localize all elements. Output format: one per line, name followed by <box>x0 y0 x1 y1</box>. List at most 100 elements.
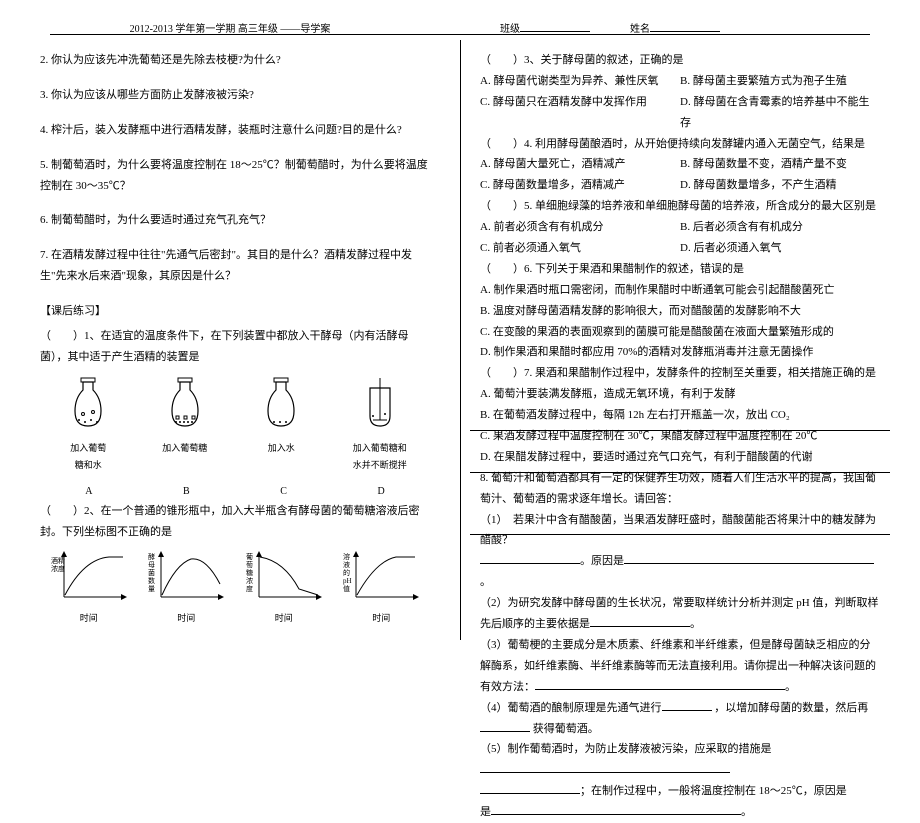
r-q3-stem: （ ）3、关于酵母菌的叙述，正确的是 <box>480 50 880 71</box>
r-q3-D: D. 酵母菌在含青霉素的培养基中不能生存 <box>680 92 880 134</box>
graph-D-icon: 溶液的pH值 <box>341 549 421 604</box>
left-column: 2. 你认为应该先冲洗葡萄还是先除去枝梗?为什么? 3. 你认为应该从哪些方面防… <box>0 40 460 640</box>
r-q8-2: （2）为研究发酵中酵母菌的生长状况，常要取样统计分析并测定 pH 值，判断取样先… <box>480 593 880 635</box>
svg-text:度: 度 <box>246 584 253 593</box>
flask-option-labels: A B C D <box>40 482 430 501</box>
r-q5-C: C. 前者必须通入氧气 <box>480 238 680 259</box>
flask-C-caption: 加入水 <box>256 440 306 457</box>
graph-A-ylabel: 酒精 <box>51 556 65 565</box>
section-title: 【课后练习】 <box>40 301 430 322</box>
graph-D: 溶液的pH值 时间 <box>336 549 426 627</box>
r-q8-3: （3）葡萄梗的主要成分是木质素、纤维素和半纤维素，但是酵母菌缺乏相应的分解酶系，… <box>480 635 880 698</box>
r-q8-5c-line: 是。 <box>480 802 880 823</box>
r-q8-1: （1） 若果汁中含有醋酸菌，当果酒发酵旺盛时，醋酸菌能否将果汁中的糖发酵为醋酸？ <box>480 510 880 552</box>
header-right: 班级 姓名 <box>460 20 920 35</box>
r-q3-C: C. 酵母菌只在酒精发酵中发挥作用 <box>480 92 680 134</box>
r-q5-A: A. 前者必须含有有机成分 <box>480 217 680 238</box>
graph-B-icon: 酵母菌数量 <box>146 549 226 604</box>
r-q4-C: C. 酵母菌数量增多，酒精减产 <box>480 175 680 196</box>
svg-text:萄: 萄 <box>246 560 253 569</box>
page-header: 2012-2013 学年第一学期 高三年级 ——导学案 班级 姓名 <box>0 20 920 35</box>
r-q8-5b-line: ；在制作过程中，一般将温度控制在 18～25℃，原因是 <box>480 781 880 802</box>
r-q3-A: A. 酵母菌代谢类型为异养、兼性厌氧 <box>480 71 680 92</box>
svg-text:数: 数 <box>148 576 155 585</box>
r-q8-1a: （1） 若果汁中含有醋酸菌，当果酒发酵旺盛时，醋酸菌能否将果汁中的糖发酵为醋酸？ <box>480 514 876 547</box>
r-q4-B: B. 酵母菌数量不变，酒精产量不变 <box>680 154 880 175</box>
r-q7-D: D. 在果醋发酵过程中，要适时通过充气口充气，有利于醋酸菌的代谢 <box>480 447 880 468</box>
svg-text:量: 量 <box>148 585 155 593</box>
graph-A-icon: 酒精 浓度 <box>49 549 129 604</box>
r-q5-D: D. 后者必须通入氧气 <box>680 238 880 259</box>
question-6: 6. 制葡萄醋时，为什么要适时通过充气孔充气？ <box>40 210 430 231</box>
r-q8-5: （5）制作葡萄酒时，为防止发酵液被污染，应采取的措施是 <box>480 739 880 781</box>
graph-A-xlabel: 时间 <box>44 610 134 627</box>
svg-text:值: 值 <box>343 584 350 593</box>
r-q8-4b: ，以增加酵母菌的数量，然后再 <box>714 702 868 714</box>
opt-A: A <box>85 482 92 501</box>
question-5: 5. 制葡萄酒时，为什么要将温度控制在 18～25℃？制葡萄醋时，为什么要将温度… <box>40 155 430 197</box>
flask-D: 加入葡萄糖和 水并不断搅拌 <box>353 376 407 474</box>
r-q8-5a: （5）制作葡萄酒时，为防止发酵液被污染，应采取的措施是 <box>480 743 772 755</box>
r-q6-D: D. 制作果酒和果醋时都应用 70%的酒精对发酵瓶消毒并注意无菌操作 <box>480 342 880 363</box>
svg-text:菌: 菌 <box>148 568 155 577</box>
line-3 <box>470 534 890 535</box>
r-q8-4a: （4）葡萄酒的酿制原理是先通气进行 <box>480 702 662 714</box>
r-q7-stem: （ ）7. 果酒和果醋制作过程中，发酵条件的控制至关重要，相关措施正确的是 <box>480 363 880 384</box>
svg-text:浓: 浓 <box>246 576 253 585</box>
class-blank <box>520 22 590 32</box>
svg-text:液: 液 <box>343 560 350 569</box>
practice-1-stem: （ ）1、在适宜的温度条件下，在下列装置中都放入干酵母（内有活酵母菌），其中适于… <box>40 326 430 368</box>
flask-D-icon <box>355 376 405 434</box>
flask-C-icon <box>256 376 306 434</box>
opt-B: B <box>183 482 190 501</box>
page-body: 2. 你认为应该先冲洗葡萄还是先除去枝梗?为什么? 3. 你认为应该从哪些方面防… <box>0 40 920 640</box>
svg-text:葡: 葡 <box>246 552 253 561</box>
graph-row: 酒精 浓度 时间 酵母菌数量 时间 葡萄糖浓度 <box>40 549 430 627</box>
r-q5-stem: （ ）5. 单细胞绿藻的培养液和单细胞酵母菌的培养液，所含成分的最大区别是 <box>480 196 880 217</box>
line-2 <box>470 472 890 473</box>
flask-row: 加入葡萄 糖和水 加入葡萄糖 加入水 <box>40 376 430 474</box>
graph-C-icon: 葡萄糖浓度 <box>244 549 324 604</box>
svg-text:母: 母 <box>148 561 155 569</box>
line-1 <box>470 430 890 431</box>
r-q6-A: A. 制作果酒时瓶口需密闭，而制作果醋时中断通氧可能会引起醋酸菌死亡 <box>480 280 880 301</box>
question-7: 7. 在酒精发酵过程中往往"先通气后密封"。其目的是什么？酒精发酵过程中发生"先… <box>40 245 430 287</box>
r-q6-C: C. 在变酸的果酒的表面观察到的菌膜可能是醋酸菌在液面大量繁殖形成的 <box>480 322 880 343</box>
flask-B-caption: 加入葡萄糖 <box>160 440 210 457</box>
r-q8-5b: ；在制作过程中，一般将温度控制在 18～25℃，原因是 <box>580 785 847 797</box>
opt-C: C <box>280 482 287 501</box>
practice-2-stem: （ ）2、在一个普通的锥形瓶中，加入大半瓶含有酵母菌的葡萄糖溶液后密封。下列坐标… <box>40 501 430 543</box>
question-2: 2. 你认为应该先冲洗葡萄还是先除去枝梗?为什么? <box>40 50 430 71</box>
r-q8-1b-line: 。原因是。 <box>480 551 880 593</box>
r-q8-4c: 获得葡萄酒。 <box>533 723 599 735</box>
r-q4-A: A. 酵母菌大量死亡，酒精减产 <box>480 154 680 175</box>
r-q6-B: B. 温度对酵母菌酒精发酵的影响很大，而对醋酸菌的发酵影响不大 <box>480 301 880 322</box>
svg-text:糖: 糖 <box>246 568 253 577</box>
graph-C: 葡萄糖浓度 时间 <box>239 549 329 627</box>
name-blank <box>650 22 720 32</box>
flask-B: 加入葡萄糖 <box>160 376 210 474</box>
flask-B-icon <box>160 376 210 434</box>
graph-B-xlabel: 时间 <box>141 610 231 627</box>
r-q8-1b: 。原因是 <box>580 555 624 567</box>
flask-A: 加入葡萄 糖和水 <box>63 376 113 474</box>
svg-text:的: 的 <box>343 568 350 577</box>
r-q3-B: B. 酵母菌主要繁殖方式为孢子生殖 <box>680 71 880 92</box>
flask-A-caption: 加入葡萄 糖和水 <box>63 440 113 474</box>
right-column: （ ）3、关于酵母菌的叙述，正确的是 A. 酵母菌代谢类型为异养、兼性厌氧B. … <box>460 40 920 640</box>
r-q7-B: B. 在葡萄酒发酵过程中，每隔 12h 左右打开瓶盖一次，放出 CO₂ <box>480 405 880 426</box>
r-q6-stem: （ ）6. 下列关于果酒和果醋制作的叙述，错误的是 <box>480 259 880 280</box>
graph-D-xlabel: 时间 <box>336 610 426 627</box>
graph-C-xlabel: 时间 <box>239 610 329 627</box>
svg-text:pH: pH <box>343 577 352 585</box>
r-q5-B: B. 后者必须含有有机成分 <box>680 217 880 238</box>
flask-D-caption: 加入葡萄糖和 水并不断搅拌 <box>353 440 407 474</box>
svg-text:浓度: 浓度 <box>51 564 65 573</box>
graph-A: 酒精 浓度 时间 <box>44 549 134 627</box>
r-q8-stem: 8. 葡萄汁和葡萄酒都具有一定的保健养生功效，随着人们生活水平的提高，我国葡萄汁… <box>480 468 880 510</box>
r-q8-4: （4）葡萄酒的酿制原理是先通气进行 ，以增加酵母菌的数量，然后再 获得葡萄酒。 <box>480 698 880 740</box>
svg-text:酵: 酵 <box>148 553 155 561</box>
r-q4-stem: （ ）4. 利用酵母菌酿酒时，从开始便持续向发酵罐内通入无菌空气，结果是 <box>480 134 880 155</box>
question-4: 4. 榨汁后，装入发酵瓶中进行酒精发酵，装瓶时注意什么问题?目的是什么? <box>40 120 430 141</box>
r-q4-D: D. 酵母菌数量增多，不产生酒精 <box>680 175 880 196</box>
